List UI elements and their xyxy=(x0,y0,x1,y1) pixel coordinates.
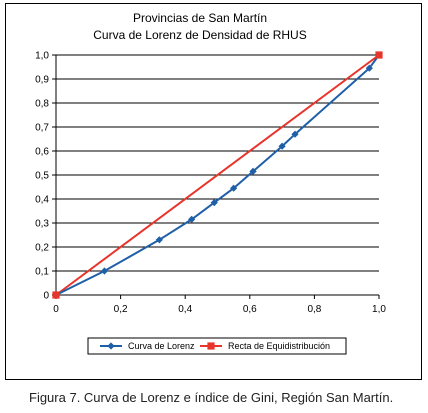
lorenz-point xyxy=(188,215,196,223)
legend-marker xyxy=(207,342,215,350)
y-tick-label: 0,9 xyxy=(35,75,49,86)
y-tick-label: 0,1 xyxy=(35,267,49,278)
y-tick-label: 0,5 xyxy=(35,171,49,182)
y-tick-label: 0,3 xyxy=(35,219,49,230)
lorenz-point xyxy=(365,64,373,72)
grid-lines xyxy=(56,54,379,272)
axes xyxy=(52,54,380,299)
chart-title: Provincias de San Martín xyxy=(133,11,267,25)
lorenz-point xyxy=(249,167,257,175)
equidistribution-line xyxy=(55,54,380,296)
lorenz-point xyxy=(155,236,163,244)
series-layer xyxy=(52,51,383,299)
y-tick-label: 0,8 xyxy=(35,99,49,110)
y-tick-label: 0,4 xyxy=(35,195,49,206)
y-tick-label: 0,7 xyxy=(35,123,49,134)
x-tick-label: 0,6 xyxy=(243,304,257,315)
figure-caption: Figura 7. Curva de Lorenz e índice de Gi… xyxy=(29,390,394,405)
tick-labels: 0 0,1 0,2 0,3 0,4 0,5 0,6 0,7 0,8 0,9 1,0 0 0,2 0,4 0,… xyxy=(35,51,386,316)
equidistribution-point xyxy=(52,291,60,299)
y-tick-label: 0,6 xyxy=(35,147,49,158)
y-tick-label: 0,2 xyxy=(35,243,49,254)
chart-frame: Provincias de San Martín Curva de Lorenz… xyxy=(5,3,422,380)
x-tick-label: 0 xyxy=(53,304,59,315)
lorenz-point xyxy=(100,267,109,275)
legend: Curva de Lorenz Recta de Equidistribución xyxy=(87,337,347,355)
x-tick-label: 0,4 xyxy=(178,304,192,315)
x-tick-label: 1,0 xyxy=(372,304,386,315)
lorenz-point xyxy=(291,130,299,138)
x-tick-label: 0,8 xyxy=(307,304,321,315)
lorenz-point xyxy=(210,199,218,207)
lorenz-point xyxy=(230,184,238,192)
equidistribution-point xyxy=(375,51,383,59)
legend-label: Curva de Lorenz xyxy=(128,341,195,351)
y-tick-label: 1,0 xyxy=(35,51,49,62)
chart-subtitle: Curva de Lorenz de Densidad de RHUS xyxy=(93,28,306,42)
legend-marker xyxy=(107,342,115,350)
lorenz-point xyxy=(278,142,286,150)
lorenz-chart: Provincias de San Martín Curva de Lorenz… xyxy=(35,11,386,355)
x-tick-label: 0,2 xyxy=(114,304,128,315)
y-tick-label: 0 xyxy=(43,291,49,302)
legend-label: Recta de Equidistribución xyxy=(228,341,330,351)
